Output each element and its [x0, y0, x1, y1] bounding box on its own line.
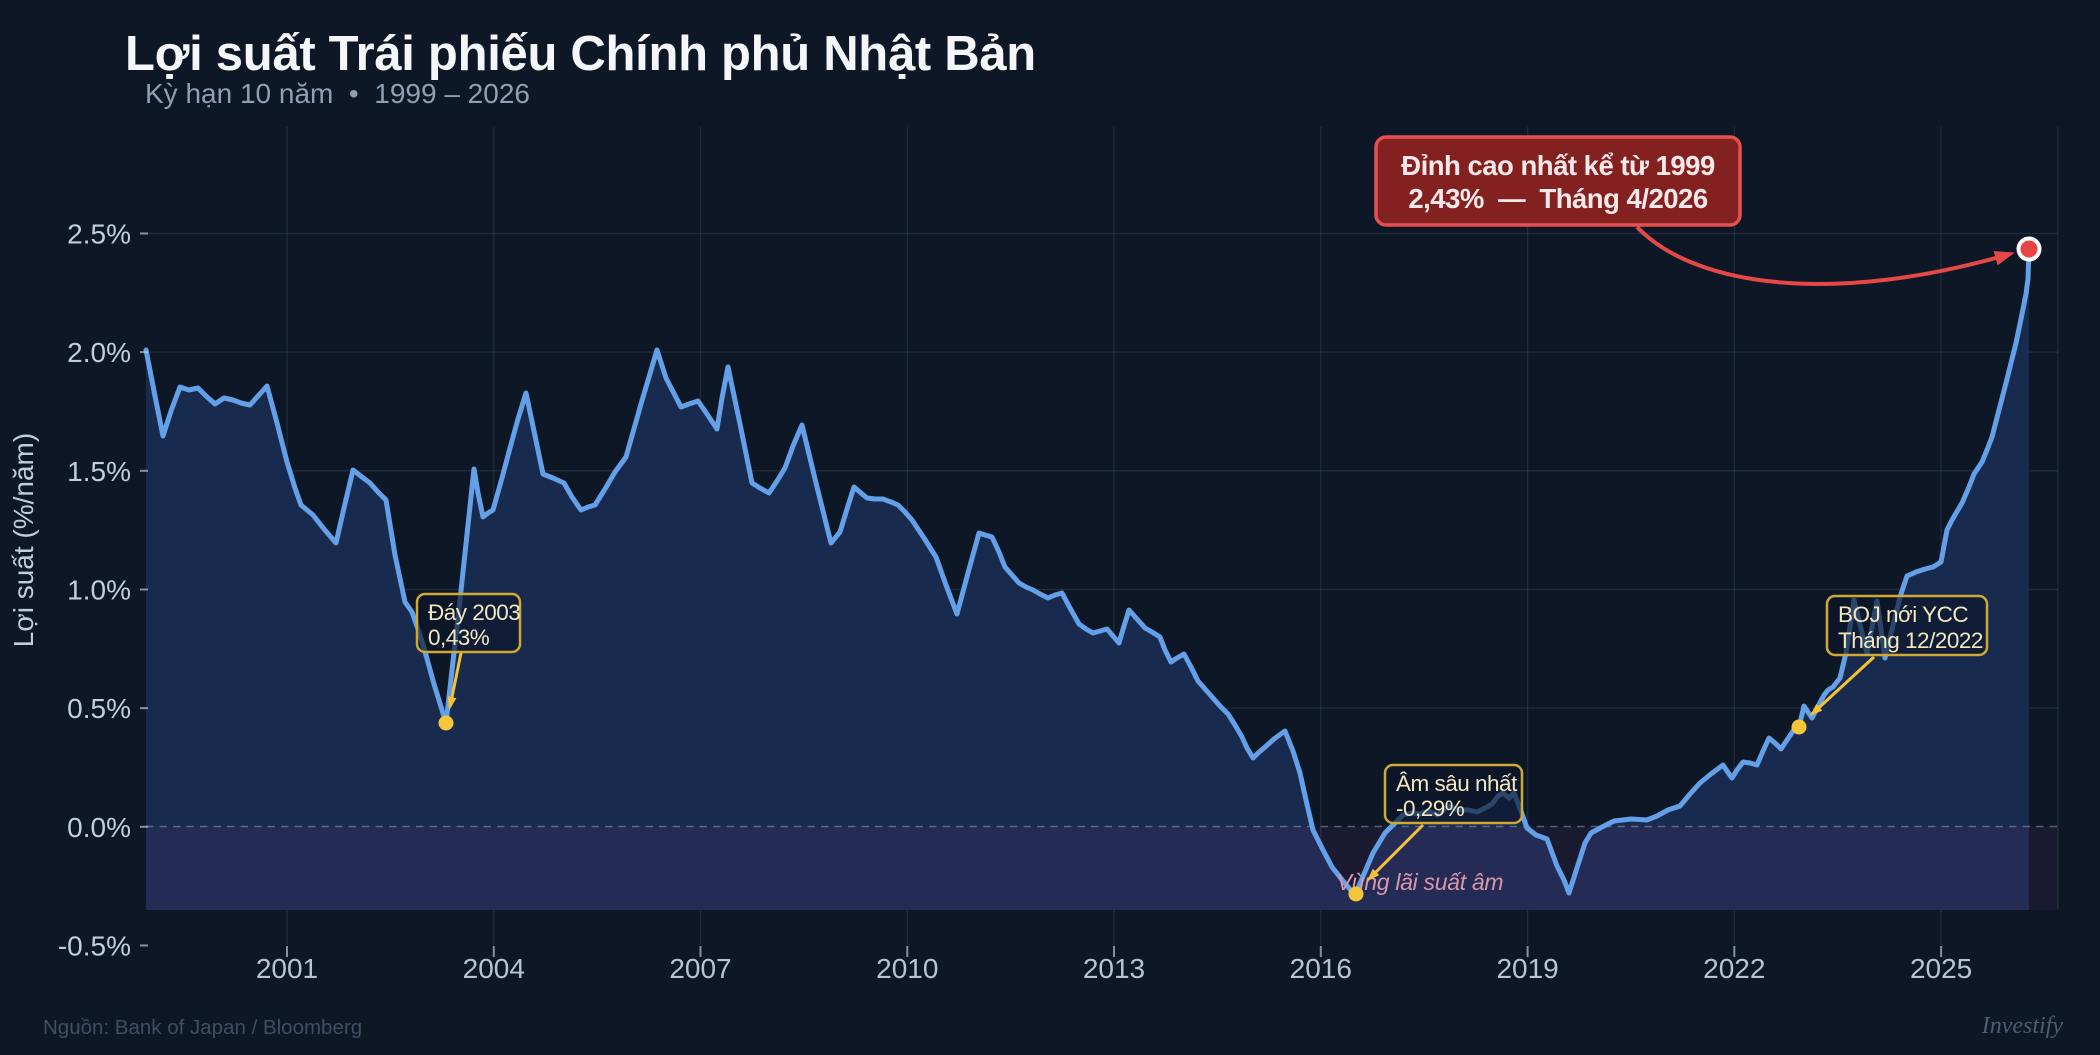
svg-text:2019: 2019: [1496, 953, 1558, 984]
svg-text:2022: 2022: [1703, 953, 1765, 984]
svg-text:2025: 2025: [1910, 953, 1972, 984]
svg-text:-0.5%: -0.5%: [58, 931, 131, 962]
svg-text:0.5%: 0.5%: [67, 693, 131, 724]
svg-text:Lợi suất (%/năm): Lợi suất (%/năm): [8, 433, 39, 647]
svg-text:2010: 2010: [876, 953, 938, 984]
svg-text:Lợi suất Trái phiếu Chính phủ: Lợi suất Trái phiếu Chính phủ Nhật Bản: [125, 27, 1036, 81]
svg-text:Âm sâu nhất: Âm sâu nhất: [1396, 771, 1518, 796]
svg-text:0,43%: 0,43%: [428, 625, 490, 650]
svg-text:2.0%: 2.0%: [67, 337, 131, 368]
svg-text:Investify: Investify: [1981, 1013, 2064, 1039]
svg-text:2007: 2007: [669, 953, 731, 984]
svg-text:Vùng lãi suất âm: Vùng lãi suất âm: [1337, 869, 1504, 895]
svg-text:1.0%: 1.0%: [67, 575, 131, 606]
svg-text:Đỉnh cao nhất kể từ 1999: Đỉnh cao nhất kể từ 1999: [1401, 150, 1715, 181]
svg-text:2001: 2001: [256, 953, 318, 984]
svg-text:1.5%: 1.5%: [67, 456, 131, 487]
svg-text:2004: 2004: [463, 953, 525, 984]
svg-text:0.0%: 0.0%: [67, 812, 131, 843]
svg-text:-0,29%: -0,29%: [1396, 796, 1465, 821]
svg-text:Tháng 12/2022: Tháng 12/2022: [1838, 628, 1983, 653]
svg-text:2.5%: 2.5%: [67, 219, 131, 250]
svg-text:2013: 2013: [1083, 953, 1145, 984]
svg-text:Đáy 2003: Đáy 2003: [428, 600, 520, 625]
svg-text:BOJ nới YCC: BOJ nới YCC: [1838, 602, 1968, 627]
svg-text:Kỳ hạn 10 năm • 1999 – 2026: Kỳ hạn 10 năm • 1999 – 2026: [145, 78, 530, 109]
svg-text:2,43% — Tháng 4/2026: 2,43% — Tháng 4/2026: [1408, 183, 1707, 214]
svg-text:Nguồn: Bank of Japan / Bloombe: Nguồn: Bank of Japan / Bloomberg: [43, 1016, 362, 1039]
svg-text:2016: 2016: [1290, 953, 1352, 984]
